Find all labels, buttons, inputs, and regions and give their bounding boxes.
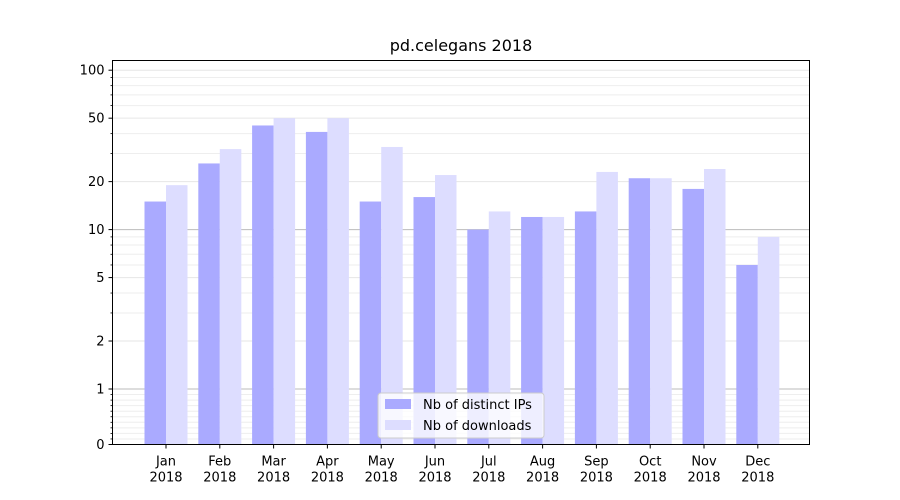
x-axis: Jan 2018 Feb 2018 Mar 2018 Apr 2018 May 2018 Jun 20… (149, 444, 774, 486)
chart-title: pd.celegans 2018 (390, 36, 533, 55)
y-tick-label: 20 (88, 175, 105, 190)
bar-downloads-12 (757, 236, 780, 445)
y-tick-label: 0 (96, 438, 104, 453)
bar-downloads-9 (596, 171, 618, 445)
x-tick-label: Oct 2018 (634, 455, 667, 486)
bar-distinct-ips-12 (736, 264, 758, 445)
y-axis: 0 1 2 5 10 20 50 100 (80, 64, 113, 453)
bar-downloads-7 (488, 211, 511, 445)
bar-downloads-8 (542, 216, 565, 445)
bar-distinct-ips-7 (467, 229, 489, 445)
bar-downloads-3 (273, 118, 296, 445)
y-tick-label: 2 (96, 335, 104, 350)
bar-distinct-ips-9 (574, 211, 597, 445)
legend-label-ips: Nb of distinct IPs (423, 398, 532, 413)
bar-distinct-ips-8 (521, 216, 543, 445)
bar-distinct-ips-11 (682, 188, 704, 445)
x-tick-label: Jul 2018 (472, 455, 505, 486)
x-tick-label: Jun 2018 (418, 455, 451, 486)
bar-distinct-ips-4 (305, 131, 328, 445)
bar-downloads-4 (327, 118, 349, 445)
x-tick-label: Aug 2018 (526, 455, 559, 486)
x-tick-label: Sep 2018 (580, 455, 613, 486)
y-tick-label: 1 (96, 383, 104, 398)
y-tick-label: 5 (96, 271, 104, 286)
bars (144, 118, 780, 445)
plot-frame (112, 60, 810, 445)
x-tick-label: Mar 2018 (257, 455, 290, 486)
x-tick-label: Dec 2018 (741, 455, 774, 486)
x-tick-label: Apr 2018 (311, 455, 344, 486)
y-tick-label: 100 (80, 64, 105, 79)
legend-swatch-downloads (385, 420, 411, 430)
bar-downloads-5 (381, 146, 403, 445)
bar-distinct-ips-3 (252, 125, 274, 445)
x-tick-label: Feb 2018 (203, 455, 236, 486)
x-tick-label: May 2018 (365, 455, 398, 486)
bar-downloads-10 (650, 178, 672, 445)
bar-downloads-2 (219, 149, 242, 445)
legend: Nb of distinct IPs Nb of downloads (377, 392, 545, 439)
legend-box (377, 392, 545, 439)
x-tick-label: Nov 2018 (687, 455, 720, 486)
bar-distinct-ips-5 (359, 201, 382, 445)
y-tick-label: 10 (88, 223, 105, 238)
bar-downloads-11 (704, 168, 726, 445)
legend-swatch-ips (385, 399, 411, 409)
y-tick-label: 50 (88, 112, 105, 127)
x-tick-label: Jan 2018 (149, 455, 182, 486)
bar-downloads-1 (166, 185, 188, 445)
bar-distinct-ips-2 (198, 163, 220, 445)
bar-distinct-ips-6 (413, 197, 435, 445)
bar-distinct-ips-10 (628, 178, 651, 445)
legend-label-downloads: Nb of downloads (423, 419, 532, 434)
bar-distinct-ips-1 (144, 201, 166, 445)
bar-downloads-6 (435, 175, 457, 445)
